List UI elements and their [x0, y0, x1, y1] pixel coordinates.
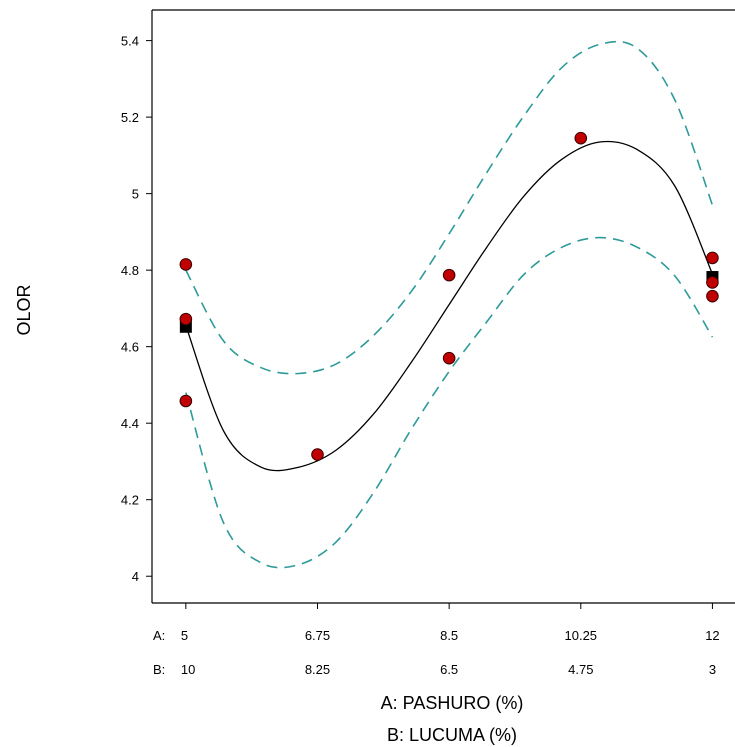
data-point-1 [179, 312, 193, 326]
plot-frame [151, 9, 735, 604]
x-prefix-a: A: [153, 628, 165, 643]
x-prefix-b: B: [153, 662, 165, 677]
x-axis: A: B: 5 10 6.75 8.25 8.5 6.5 10.25 4.75 12 3 [153, 603, 720, 677]
data-point-3 [311, 448, 324, 461]
y-tick-label-0: 4 [132, 569, 139, 584]
data-point-5 [442, 351, 456, 365]
ci-lower-line [185, 236, 714, 569]
y-axis: 4 4.2 4.4 4.6 4.8 5 5.2 5.4 [121, 34, 152, 584]
x-tick-label-a-3: 10.25 [565, 628, 598, 643]
x-tick-label-b-4: 3 [709, 662, 716, 677]
data-point-9 [706, 289, 719, 303]
x-tick-label-a-4: 12 [705, 628, 719, 643]
y-tick-label-3: 4.6 [121, 340, 139, 355]
data-point-7 [706, 251, 719, 265]
y-tick-label-2: 4.4 [121, 416, 139, 431]
x-tick-label-b-3: 4.75 [568, 662, 593, 677]
ci-upper-line [185, 40, 714, 375]
y-tick-label-6: 5.2 [121, 110, 139, 125]
data-point-8 [706, 276, 719, 289]
x-tick-label-b-1: 8.25 [305, 662, 330, 677]
x-tick-label-a-0: 5 [181, 628, 188, 643]
series-layer [179, 40, 719, 569]
data-point-2 [179, 394, 193, 408]
x-axis-title-a: A: PASHURO (%) [381, 693, 524, 713]
y-tick-label-4: 4.8 [121, 263, 139, 278]
data-point-6 [574, 131, 588, 145]
fit-curve-line [185, 140, 713, 472]
x-axis-title-b: B: LUCUMA (%) [387, 725, 517, 745]
y-tick-label-1: 4.2 [121, 493, 139, 508]
data-point-4 [442, 268, 456, 282]
y-tick-label-5: 5 [132, 187, 139, 202]
x-tick-label-b-2: 6.5 [440, 662, 458, 677]
x-tick-label-a-2: 8.5 [440, 628, 458, 643]
x-tick-label-a-1: 6.75 [305, 628, 330, 643]
x-tick-label-b-0: 10 [181, 662, 195, 677]
y-tick-label-7: 5.4 [121, 34, 139, 49]
data-point-0 [179, 258, 193, 271]
y-axis-title: OLOR [14, 284, 34, 335]
